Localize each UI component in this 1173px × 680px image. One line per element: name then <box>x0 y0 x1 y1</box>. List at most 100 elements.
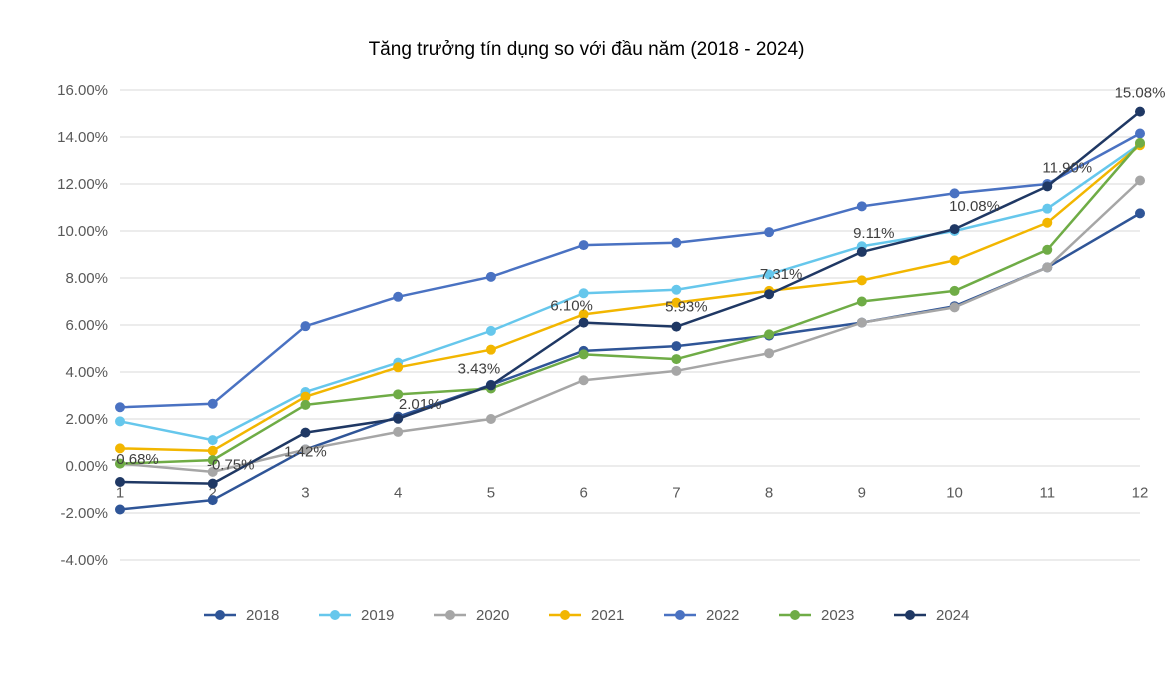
series-marker-2023 <box>1042 245 1052 255</box>
series-marker-2020 <box>671 366 681 376</box>
series-marker-2024 <box>671 322 681 332</box>
series-marker-2021 <box>950 255 960 265</box>
y-axis-label: 4.00% <box>65 364 108 381</box>
data-label: 3.43% <box>458 360 501 377</box>
y-axis-label: 16.00% <box>57 82 108 99</box>
series-marker-2020 <box>857 318 867 328</box>
data-label: 7.31% <box>760 266 803 283</box>
series-marker-2024 <box>208 479 218 489</box>
x-axis-label: 8 <box>765 485 773 502</box>
x-axis-label: 11 <box>1039 485 1055 502</box>
series-marker-2022 <box>486 272 496 282</box>
data-label: 15.08% <box>1115 85 1166 102</box>
legend-marker-2018 <box>215 610 225 620</box>
data-label: 9.11% <box>853 225 894 242</box>
series-marker-2020 <box>950 302 960 312</box>
legend-marker-2024 <box>905 610 915 620</box>
y-axis-label: -4.00% <box>60 552 108 569</box>
series-marker-2019 <box>1042 204 1052 214</box>
y-axis-label: 12.00% <box>57 176 108 193</box>
series-marker-2023 <box>300 400 310 410</box>
y-axis-label: 10.00% <box>57 223 108 240</box>
series-marker-2018 <box>208 495 218 505</box>
y-axis-label: 2.00% <box>65 411 108 428</box>
x-axis-label: 10 <box>946 485 963 502</box>
series-line-2018 <box>120 213 1140 509</box>
series-marker-2019 <box>486 326 496 336</box>
x-axis-label: 1 <box>116 485 124 502</box>
legend-label-2024: 2024 <box>936 607 969 624</box>
legend-label-2020: 2020 <box>476 607 509 624</box>
y-axis-label: 14.00% <box>57 129 108 146</box>
y-axis-label: 8.00% <box>65 270 108 287</box>
series-marker-2024 <box>393 414 403 424</box>
series-marker-2023 <box>579 349 589 359</box>
series-marker-2021 <box>208 446 218 456</box>
x-axis-label: 4 <box>394 485 402 502</box>
series-line-2024 <box>120 112 1140 484</box>
series-marker-2022 <box>671 238 681 248</box>
series-marker-2020 <box>764 348 774 358</box>
series-marker-2018 <box>115 504 125 514</box>
y-axis-label: -2.00% <box>60 505 108 522</box>
series-marker-2020 <box>486 414 496 424</box>
series-marker-2019 <box>208 435 218 445</box>
data-label: 2.01% <box>399 396 442 413</box>
legend-label-2021: 2021 <box>591 607 624 624</box>
series-marker-2019 <box>115 416 125 426</box>
chart-container: Tăng trưởng tín dụng so với đầu năm (201… <box>0 0 1173 680</box>
legend-label-2019: 2019 <box>361 607 394 624</box>
series-marker-2020 <box>579 375 589 385</box>
legend-marker-2021 <box>560 610 570 620</box>
legend-marker-2019 <box>330 610 340 620</box>
series-marker-2024 <box>486 380 496 390</box>
series-marker-2021 <box>857 275 867 285</box>
series-marker-2018 <box>671 341 681 351</box>
series-marker-2022 <box>1135 128 1145 138</box>
x-axis-label: 7 <box>672 485 680 502</box>
series-marker-2022 <box>115 402 125 412</box>
series-marker-2024 <box>1135 107 1145 117</box>
series-marker-2023 <box>671 354 681 364</box>
series-marker-2020 <box>393 427 403 437</box>
series-marker-2024 <box>857 247 867 257</box>
series-marker-2022 <box>300 321 310 331</box>
x-axis-label: 9 <box>858 485 866 502</box>
series-marker-2021 <box>393 362 403 372</box>
series-marker-2024 <box>764 289 774 299</box>
series-marker-2023 <box>1135 138 1145 148</box>
series-marker-2019 <box>671 285 681 295</box>
series-marker-2024 <box>950 224 960 234</box>
series-marker-2023 <box>764 329 774 339</box>
series-marker-2022 <box>950 188 960 198</box>
series-marker-2021 <box>1042 218 1052 228</box>
series-marker-2024 <box>115 477 125 487</box>
series-marker-2024 <box>1042 181 1052 191</box>
x-axis-label: 12 <box>1132 485 1149 502</box>
data-label: 6.10% <box>550 298 593 315</box>
data-label: 11.90% <box>1042 159 1092 176</box>
legend-label-2018: 2018 <box>246 607 279 624</box>
data-label: 10.08% <box>949 198 1000 215</box>
legend-marker-2020 <box>445 610 455 620</box>
line-chart: Tăng trưởng tín dụng so với đầu năm (201… <box>0 0 1173 680</box>
series-marker-2020 <box>1042 262 1052 272</box>
series-marker-2020 <box>1135 175 1145 185</box>
data-label: -0.75% <box>207 457 255 474</box>
x-axis-label: 5 <box>487 485 495 502</box>
x-axis-label: 3 <box>301 485 309 502</box>
legend-label-2022: 2022 <box>706 607 739 624</box>
chart-title: Tăng trưởng tín dụng so với đầu năm (201… <box>369 39 805 60</box>
series-marker-2022 <box>764 227 774 237</box>
data-label: -0.68% <box>111 451 159 468</box>
series-line-2022 <box>120 133 1140 407</box>
series-marker-2022 <box>208 399 218 409</box>
data-label: 1.42% <box>284 444 327 461</box>
series-marker-2022 <box>579 240 589 250</box>
series-marker-2022 <box>393 292 403 302</box>
legend-marker-2022 <box>675 610 685 620</box>
series-marker-2018 <box>1135 208 1145 218</box>
series-marker-2022 <box>857 201 867 211</box>
series-marker-2023 <box>950 286 960 296</box>
series-marker-2024 <box>300 428 310 438</box>
